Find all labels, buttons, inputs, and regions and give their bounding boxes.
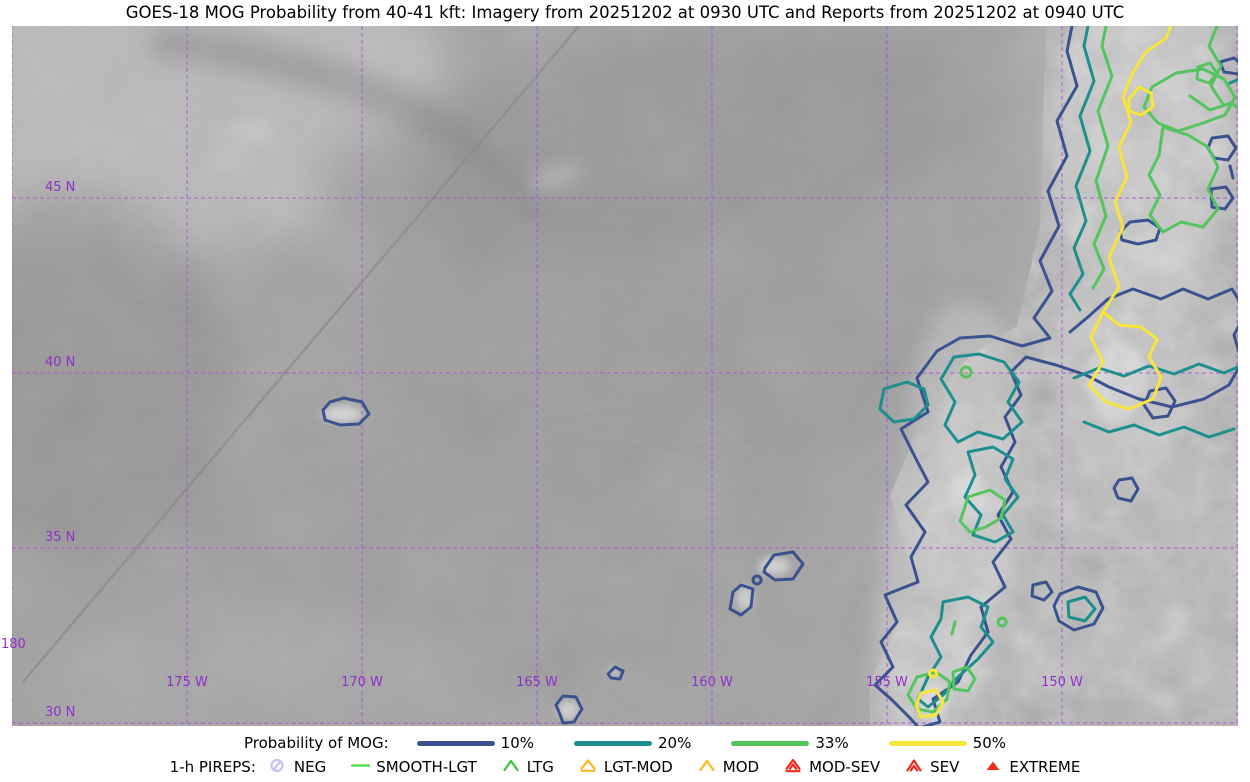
double-caret-base-icon <box>783 757 803 778</box>
contour-line-swatch <box>416 740 495 746</box>
contour-33% <box>959 365 973 379</box>
pireps-legend-items: NEG SMOOTH-LGT LTG LGT-MOD MOD MOD-SEV SEV EXTR… <box>268 757 1080 778</box>
contour-33% <box>1091 26 1114 290</box>
pireps-legend: 1-h PIREPS: NEG SMOOTH-LGT LTG LGT-MOD MOD MO… <box>0 756 1250 778</box>
contour-50% <box>928 668 939 679</box>
contour-33% <box>1147 125 1220 234</box>
pirep-legend-label: MOD <box>722 758 760 776</box>
contour-10% <box>1142 386 1177 420</box>
contour-20% <box>878 380 930 424</box>
contour-50% <box>1127 85 1155 117</box>
mog-probability-contours <box>321 26 1238 726</box>
contour-10% <box>728 583 755 617</box>
caret-icon <box>697 757 717 778</box>
mog-legend-label: 10% <box>500 734 535 752</box>
contour-33% <box>1207 26 1225 106</box>
contour-10% <box>1209 185 1235 211</box>
hline-icon <box>350 757 371 778</box>
contour-10% <box>1112 476 1140 503</box>
mog-legend-items: 10% 20% 33% 50% <box>416 734 1007 752</box>
contour-10% <box>1030 580 1054 602</box>
contour-line-swatch <box>731 740 810 746</box>
contour-10% <box>751 574 763 586</box>
contour-33% <box>1142 67 1237 133</box>
contour-20% <box>916 595 995 709</box>
mog-legend-item: 50% <box>888 734 1007 752</box>
pireps-legend-title: 1-h PIREPS: <box>169 758 256 776</box>
contour-50% <box>1087 26 1173 411</box>
mog-legend-title: Probability of MOG: <box>243 734 389 752</box>
contour-10% <box>762 550 805 582</box>
double-caret-icon <box>904 757 924 778</box>
contour-33% <box>996 616 1008 628</box>
contour-20% <box>1066 595 1097 623</box>
contour-10% <box>1228 164 1235 180</box>
mog-legend-label: 20% <box>658 734 692 752</box>
mog-legend-item: 20% <box>574 734 691 752</box>
contour-20% <box>1072 362 1238 380</box>
contour-20% <box>939 352 1024 444</box>
mog-legend-label: 33% <box>815 734 849 752</box>
figure-title: GOES-18 MOG Probability from 40-41 kft: … <box>125 3 1125 22</box>
contour-33% <box>958 488 1007 534</box>
pirep-legend-item: SEV <box>904 757 959 778</box>
pirep-legend-item: LGT-MOD <box>578 757 673 778</box>
contour-line-swatch <box>888 740 967 746</box>
mog-legend-item: 33% <box>731 734 849 752</box>
latlon-gridlines <box>12 26 1238 726</box>
caret-base-icon <box>578 757 598 778</box>
pirep-legend-label: LGT-MOD <box>603 758 673 776</box>
contour-10% <box>606 665 625 681</box>
contour-33% <box>1195 61 1219 85</box>
pirep-legend-item: LTG <box>501 757 554 778</box>
contour-20% <box>1228 77 1238 85</box>
mog-legend-label: 50% <box>972 734 1007 752</box>
pirep-legend-label: SEV <box>930 758 960 776</box>
contour-line-swatch <box>574 740 653 746</box>
contour-20% <box>1068 26 1096 312</box>
contour-10% <box>1052 585 1105 632</box>
pirep-legend-label: SMOOTH-LGT <box>376 758 477 776</box>
contour-10% <box>554 694 584 725</box>
pirep-legend-label: NEG <box>293 758 327 776</box>
map-area <box>12 26 1238 726</box>
contour-33% <box>1188 94 1238 112</box>
contour-10% <box>1218 56 1238 76</box>
pirep-legend-label: EXTREME <box>1009 758 1081 776</box>
contour-50% <box>914 688 945 719</box>
contour-10% <box>1118 218 1162 246</box>
pirep-legend-item: EXTREME <box>983 757 1080 778</box>
pirep-legend-item: NEG <box>268 757 326 778</box>
pirep-legend-item: SMOOTH-LGT <box>350 757 477 778</box>
circle-slash-icon <box>268 757 288 778</box>
pirep-legend-item: MOD <box>697 757 759 778</box>
pirep-legend-item: MOD-SEV <box>783 757 880 778</box>
caret-icon <box>501 757 521 778</box>
contour-33% <box>951 665 977 693</box>
contour-10% <box>321 396 371 427</box>
mog-legend-item: 10% <box>416 734 535 752</box>
triangle-filled-icon <box>983 757 1003 778</box>
contour-33% <box>950 620 957 636</box>
satellite-imagery <box>12 26 1238 726</box>
contour-10% <box>873 26 1238 726</box>
mog-legend: Probability of MOG: 10% 20% 33% 50% <box>0 732 1250 754</box>
pirep-legend-label: LTG <box>526 758 554 776</box>
pirep-legend-label: MOD-SEV <box>809 758 881 776</box>
contour-20% <box>1082 420 1236 439</box>
contour-20% <box>963 445 1020 544</box>
